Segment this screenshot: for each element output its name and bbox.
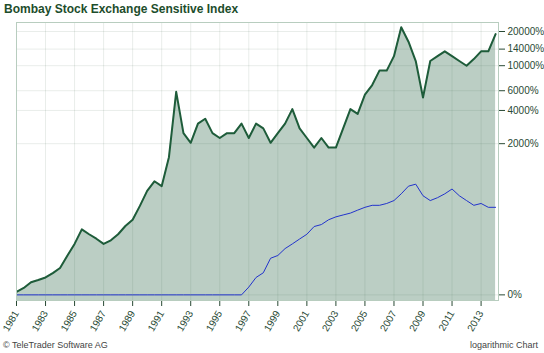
svg-text:6000%: 6000% [508, 85, 539, 96]
svg-text:1997: 1997 [233, 308, 254, 333]
svg-text:1983: 1983 [29, 308, 50, 333]
svg-text:1985: 1985 [58, 308, 79, 333]
svg-text:1989: 1989 [116, 308, 137, 333]
html-text:logarithmic Chart: logarithmic Chart [470, 340, 538, 350]
svg-text:1987: 1987 [87, 308, 108, 333]
svg-text:2003: 2003 [320, 308, 341, 333]
svg-text:2000%: 2000% [508, 138, 539, 149]
svg-text:2005: 2005 [349, 308, 370, 333]
svg-text:1981: 1981 [0, 308, 21, 333]
svg-text:1999: 1999 [262, 308, 283, 333]
svg-text:1993: 1993 [175, 308, 196, 333]
html-text:© TeleTrader Software AG: © TeleTrader Software AG [3, 340, 108, 350]
html-text:Bombay Stock Exchange Sensitiv: Bombay Stock Exchange Sensitive Index [4, 2, 239, 16]
svg-text:1991: 1991 [146, 308, 167, 333]
svg-text:2007: 2007 [378, 308, 399, 333]
svg-text:4000%: 4000% [508, 105, 539, 116]
svg-text:2011: 2011 [436, 308, 456, 333]
svg-text:1995: 1995 [204, 308, 225, 333]
svg-text:14000%: 14000% [508, 43, 544, 54]
svg-text:20000%: 20000% [508, 26, 544, 37]
svg-text:0%: 0% [508, 289, 523, 300]
svg-text:2009: 2009 [407, 308, 428, 333]
svg-text:2013: 2013 [465, 308, 486, 333]
svg-text:10000%: 10000% [508, 60, 544, 71]
svg-text:2001: 2001 [291, 308, 312, 333]
